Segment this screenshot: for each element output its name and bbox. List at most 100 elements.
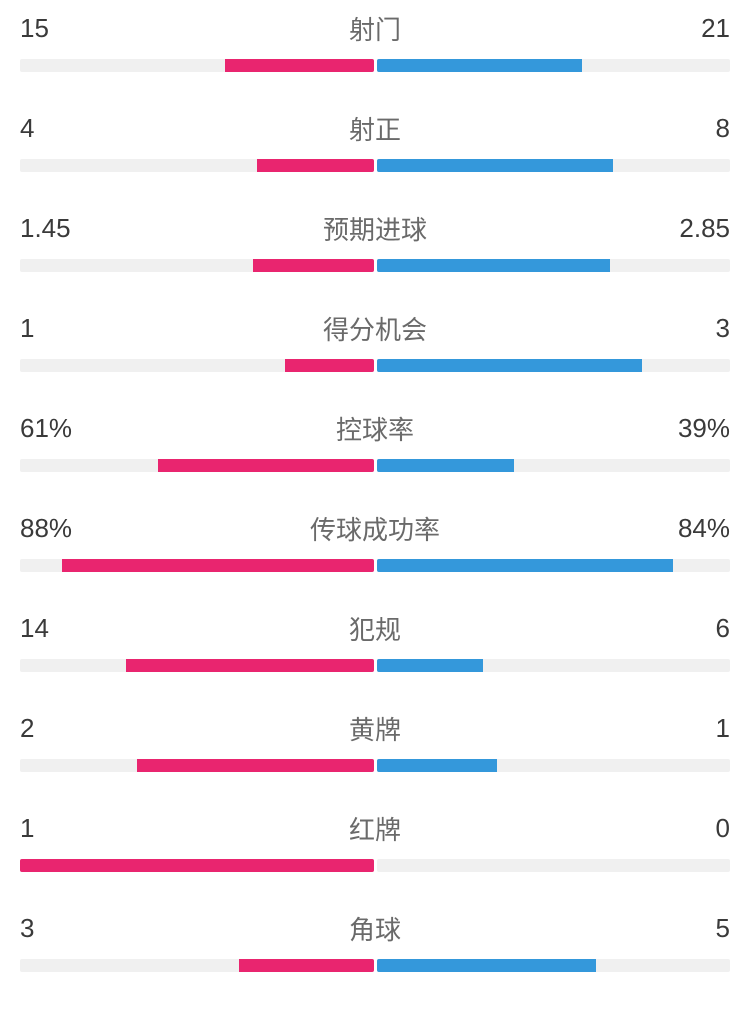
stat-bar-right-track: [377, 359, 731, 372]
stat-row: 61%控球率39%: [20, 410, 730, 472]
stat-value-right: 39%: [650, 413, 730, 444]
stat-value-right: 21: [650, 13, 730, 44]
stat-value-left: 4: [20, 113, 100, 144]
stat-bar-container: [20, 559, 730, 572]
stat-bar-container: [20, 659, 730, 672]
stat-bar-right-track: [377, 59, 731, 72]
stat-bar-right-fill: [377, 559, 674, 572]
stat-label: 射正: [100, 110, 650, 147]
stat-header: 3角球5: [20, 910, 730, 947]
stat-bar-left-fill: [253, 259, 373, 272]
stat-label: 射门: [100, 10, 650, 47]
stat-bar-container: [20, 159, 730, 172]
stat-bar-left-track: [20, 959, 374, 972]
stat-bar-right-fill: [377, 359, 642, 372]
stat-label: 黄牌: [100, 710, 650, 747]
stat-bar-right-track: [377, 159, 731, 172]
stat-value-right: 3: [650, 313, 730, 344]
stat-header: 1.45预期进球2.85: [20, 210, 730, 247]
stat-value-right: 84%: [650, 513, 730, 544]
stat-bar-left-track: [20, 259, 374, 272]
stat-value-left: 14: [20, 613, 100, 644]
stat-bar-left-track: [20, 459, 374, 472]
stat-bar-left-fill: [225, 59, 373, 72]
stat-bar-left-track: [20, 859, 374, 872]
stat-bar-left-track: [20, 659, 374, 672]
stat-bar-left-fill: [126, 659, 373, 672]
stat-bar-right-fill: [377, 59, 582, 72]
stat-bar-left-track: [20, 559, 374, 572]
stat-value-left: 1.45: [20, 213, 100, 244]
stat-bar-right-fill: [377, 959, 596, 972]
stat-bar-left-track: [20, 759, 374, 772]
stat-bar-right-track: [377, 659, 731, 672]
stat-value-left: 3: [20, 913, 100, 944]
stat-header: 88%传球成功率84%: [20, 510, 730, 547]
stat-bar-right-fill: [377, 659, 483, 672]
stat-value-right: 2.85: [650, 213, 730, 244]
stat-bar-right-fill: [377, 759, 497, 772]
stat-row: 1.45预期进球2.85: [20, 210, 730, 272]
stat-bar-container: [20, 959, 730, 972]
stat-bar-right-track: [377, 459, 731, 472]
stat-bar-container: [20, 259, 730, 272]
stat-value-left: 2: [20, 713, 100, 744]
stat-label: 控球率: [100, 410, 650, 447]
stat-label: 角球: [100, 910, 650, 947]
stat-row: 14犯规6: [20, 610, 730, 672]
stat-bar-left-fill: [257, 159, 374, 172]
stat-value-right: 1: [650, 713, 730, 744]
stat-row: 1红牌0: [20, 810, 730, 872]
stat-bar-left-fill: [158, 459, 374, 472]
stat-bar-right-track: [377, 559, 731, 572]
stat-label: 预期进球: [100, 210, 650, 247]
stat-header: 61%控球率39%: [20, 410, 730, 447]
stat-bar-container: [20, 759, 730, 772]
stat-bar-container: [20, 359, 730, 372]
stat-bar-left-fill: [62, 559, 373, 572]
stat-bar-left-fill: [20, 859, 374, 872]
stat-value-left: 1: [20, 813, 100, 844]
stat-bar-left-track: [20, 59, 374, 72]
stat-value-right: 8: [650, 113, 730, 144]
stat-bar-right-fill: [377, 259, 610, 272]
stat-header: 15射门21: [20, 10, 730, 47]
stat-bar-right-track: [377, 259, 731, 272]
stat-label: 犯规: [100, 610, 650, 647]
stat-value-left: 1: [20, 313, 100, 344]
stat-row: 4射正8: [20, 110, 730, 172]
stat-label: 得分机会: [100, 310, 650, 347]
stat-bar-container: [20, 59, 730, 72]
stat-header: 2黄牌1: [20, 710, 730, 747]
stat-value-left: 88%: [20, 513, 100, 544]
stat-bar-left-fill: [137, 759, 374, 772]
stat-header: 1红牌0: [20, 810, 730, 847]
stat-header: 1得分机会3: [20, 310, 730, 347]
stat-row: 15射门21: [20, 10, 730, 72]
stat-bar-left-fill: [285, 359, 373, 372]
stat-bar-right-track: [377, 959, 731, 972]
stat-row: 1得分机会3: [20, 310, 730, 372]
stat-value-right: 6: [650, 613, 730, 644]
stat-value-left: 61%: [20, 413, 100, 444]
stat-bar-left-fill: [239, 959, 373, 972]
stat-bar-right-track: [377, 759, 731, 772]
stat-label: 传球成功率: [100, 510, 650, 547]
stat-row: 2黄牌1: [20, 710, 730, 772]
stat-value-left: 15: [20, 13, 100, 44]
stat-value-right: 5: [650, 913, 730, 944]
stat-row: 88%传球成功率84%: [20, 510, 730, 572]
stat-bar-container: [20, 859, 730, 872]
stat-header: 14犯规6: [20, 610, 730, 647]
stat-row: 3角球5: [20, 910, 730, 972]
stat-header: 4射正8: [20, 110, 730, 147]
stat-bar-right-fill: [377, 159, 614, 172]
stat-label: 红牌: [100, 810, 650, 847]
stat-bar-left-track: [20, 159, 374, 172]
stat-bar-container: [20, 459, 730, 472]
match-stats-container: 15射门214射正81.45预期进球2.851得分机会361%控球率39%88%…: [20, 10, 730, 972]
stat-value-right: 0: [650, 813, 730, 844]
stat-bar-right-track: [377, 859, 731, 872]
stat-bar-right-fill: [377, 459, 515, 472]
stat-bar-left-track: [20, 359, 374, 372]
